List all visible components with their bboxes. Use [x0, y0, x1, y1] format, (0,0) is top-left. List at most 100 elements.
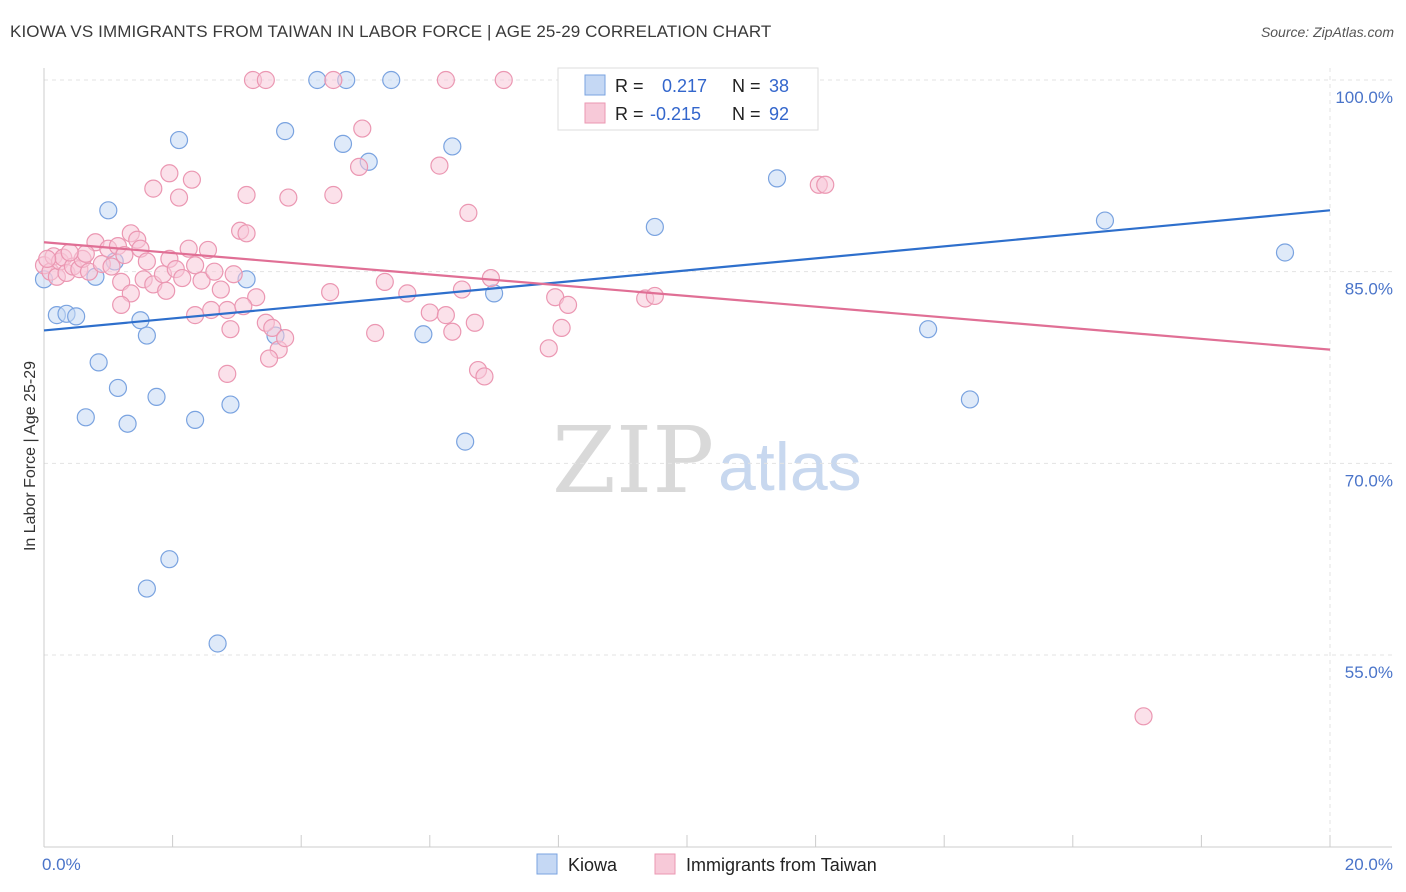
point-taiwan [76, 244, 95, 263]
legend-n-label-taiwan: N = [732, 104, 761, 124]
x-tick-label: 0.0% [42, 855, 81, 874]
point-taiwan [459, 203, 478, 222]
point-kiowa [89, 353, 108, 372]
axes [43, 68, 1392, 848]
trend-line-taiwan [43, 241, 1331, 351]
y-tick-labels: 100.0% 85.0% 70.0% 55.0% [1335, 88, 1393, 682]
point-taiwan [218, 364, 237, 383]
legend-swatch-kiowa [584, 74, 606, 96]
point-taiwan [237, 185, 256, 205]
point-kiowa [1095, 211, 1115, 230]
point-kiowa [308, 70, 327, 90]
point-taiwan [443, 322, 462, 341]
point-taiwan [169, 188, 189, 207]
legend-r-value-kiowa: 0.217 [662, 76, 707, 96]
legend-r-label-taiwan: R = [615, 104, 644, 124]
point-taiwan [436, 306, 455, 325]
point-taiwan [324, 185, 343, 205]
y-axis-label: In Labor Force | Age 25-29 [22, 361, 39, 551]
point-taiwan [221, 320, 240, 339]
point-taiwan [430, 156, 449, 175]
point-taiwan [60, 243, 79, 262]
point-kiowa [99, 201, 118, 220]
legend-n-label-kiowa: N = [732, 76, 761, 96]
point-taiwan [353, 119, 372, 138]
point-taiwan [552, 318, 571, 337]
point-kiowa [76, 408, 95, 427]
bottom-legend-label-kiowa: Kiowa [568, 855, 618, 875]
point-kiowa [919, 320, 938, 339]
point-kiowa [169, 130, 189, 150]
point-taiwan [436, 70, 455, 90]
point-kiowa [1275, 243, 1295, 262]
point-taiwan [237, 224, 256, 243]
point-taiwan [157, 281, 176, 300]
point-kiowa [160, 550, 179, 569]
point-taiwan [420, 303, 439, 322]
point-kiowa [333, 134, 353, 153]
point-taiwan [279, 188, 298, 207]
bottom-legend-swatch-taiwan [654, 853, 676, 875]
point-taiwan [256, 70, 275, 90]
point-taiwan [321, 283, 340, 302]
point-taiwan [205, 262, 224, 281]
bottom-legend-swatch-kiowa [536, 853, 558, 875]
stats-legend: R = 0.217 N = 38 R = -0.215 N = 92 [557, 67, 819, 131]
point-taiwan [324, 70, 343, 90]
point-taiwan [182, 170, 201, 189]
bottom-legend-label-taiwan: Immigrants from Taiwan [686, 855, 877, 875]
point-taiwan [192, 271, 211, 290]
point-kiowa [108, 378, 128, 398]
point-taiwan [558, 295, 578, 314]
point-kiowa [137, 326, 156, 345]
point-taiwan [38, 249, 57, 268]
series-legend: Kiowa Immigrants from Taiwan [536, 853, 877, 875]
point-kiowa [137, 579, 156, 598]
point-taiwan [349, 157, 369, 176]
point-taiwan [452, 280, 472, 299]
point-kiowa [276, 122, 295, 141]
point-taiwan [1134, 707, 1153, 726]
point-taiwan [112, 295, 131, 314]
point-kiowa [414, 325, 433, 344]
chart-title: KIOWA VS IMMIGRANTS FROM TAIWAN IN LABOR… [10, 22, 772, 41]
point-taiwan [144, 179, 163, 198]
point-taiwan [186, 256, 205, 275]
point-kiowa [208, 634, 227, 653]
point-kiowa [221, 395, 240, 414]
data-points [34, 70, 1295, 726]
y-tick-label: 85.0% [1345, 280, 1393, 299]
point-kiowa [67, 307, 86, 326]
x-tick-label: 20.0% [1345, 855, 1393, 874]
point-taiwan [211, 280, 230, 299]
trend-line-kiowa [43, 209, 1331, 332]
point-taiwan [102, 257, 121, 276]
y-tick-label: 55.0% [1345, 663, 1393, 682]
point-taiwan [247, 288, 266, 307]
point-kiowa [443, 137, 462, 156]
point-taiwan [398, 284, 417, 303]
point-taiwan [375, 272, 394, 291]
point-taiwan [115, 245, 134, 265]
watermark-atlas: atlas [718, 429, 862, 505]
point-taiwan [494, 70, 513, 90]
legend-r-label-kiowa: R = [615, 76, 644, 96]
legend-n-value-taiwan: 92 [769, 104, 789, 124]
legend-n-value-kiowa: 38 [769, 76, 789, 96]
point-kiowa [645, 217, 664, 237]
point-taiwan [218, 300, 237, 320]
point-taiwan [259, 349, 279, 368]
y-tick-label: 100.0% [1335, 88, 1393, 107]
point-taiwan [475, 367, 494, 386]
point-kiowa [382, 70, 401, 90]
legend-swatch-taiwan [584, 102, 606, 124]
legend-r-value-taiwan: -0.215 [650, 104, 701, 124]
watermark-zip: ZIP [552, 407, 714, 514]
watermark: ZIP atlas [552, 407, 862, 514]
trend-lines [43, 209, 1331, 351]
point-taiwan [160, 164, 179, 183]
source-label: Source: ZipAtlas.com [1260, 24, 1394, 40]
point-taiwan [366, 323, 385, 343]
